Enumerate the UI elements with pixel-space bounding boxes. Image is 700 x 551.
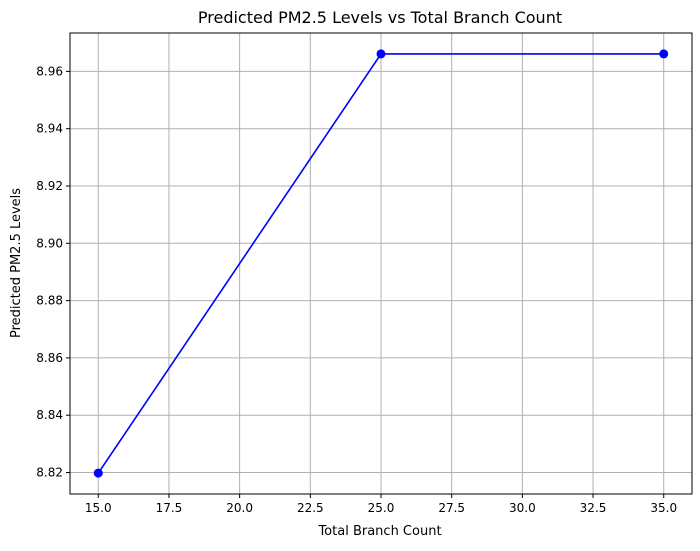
x-axis-ticks: 15.0 17.5 20.0 22.5 25.0 27.5 30.0 32.5 35.0 bbox=[85, 494, 677, 515]
chart-title: Predicted PM2.5 Levels vs Total Branch C… bbox=[198, 8, 562, 27]
y-tick-label: 8.90 bbox=[36, 236, 63, 250]
y-axis-ticks: 8.82 8.84 8.86 8.88 8.90 8.92 8.94 8.96 bbox=[36, 64, 70, 480]
x-tick-label: 35.0 bbox=[650, 501, 677, 515]
data-point bbox=[659, 49, 669, 59]
x-axis-label: Total Branch Count bbox=[317, 524, 441, 539]
y-tick-label: 8.86 bbox=[36, 351, 63, 365]
x-tick-label: 22.5 bbox=[297, 501, 324, 515]
y-tick-label: 8.92 bbox=[36, 179, 63, 193]
series-layer bbox=[93, 49, 669, 478]
y-tick-label: 8.94 bbox=[36, 122, 63, 136]
y-tick-label: 8.88 bbox=[36, 294, 63, 308]
y-tick-label: 8.82 bbox=[36, 466, 63, 480]
grid bbox=[70, 33, 692, 494]
x-tick-label: 20.0 bbox=[226, 501, 253, 515]
x-tick-label: 27.5 bbox=[438, 501, 465, 515]
x-tick-label: 30.0 bbox=[509, 501, 536, 515]
y-tick-label: 8.84 bbox=[36, 408, 63, 422]
data-point bbox=[376, 49, 386, 59]
y-tick-label: 8.96 bbox=[36, 64, 63, 78]
x-tick-label: 15.0 bbox=[85, 501, 112, 515]
data-point bbox=[93, 468, 103, 478]
x-tick-label: 17.5 bbox=[156, 501, 183, 515]
y-axis-label: Predicted PM2.5 Levels bbox=[9, 188, 24, 338]
x-tick-label: 32.5 bbox=[580, 501, 607, 515]
x-tick-label: 25.0 bbox=[368, 501, 395, 515]
